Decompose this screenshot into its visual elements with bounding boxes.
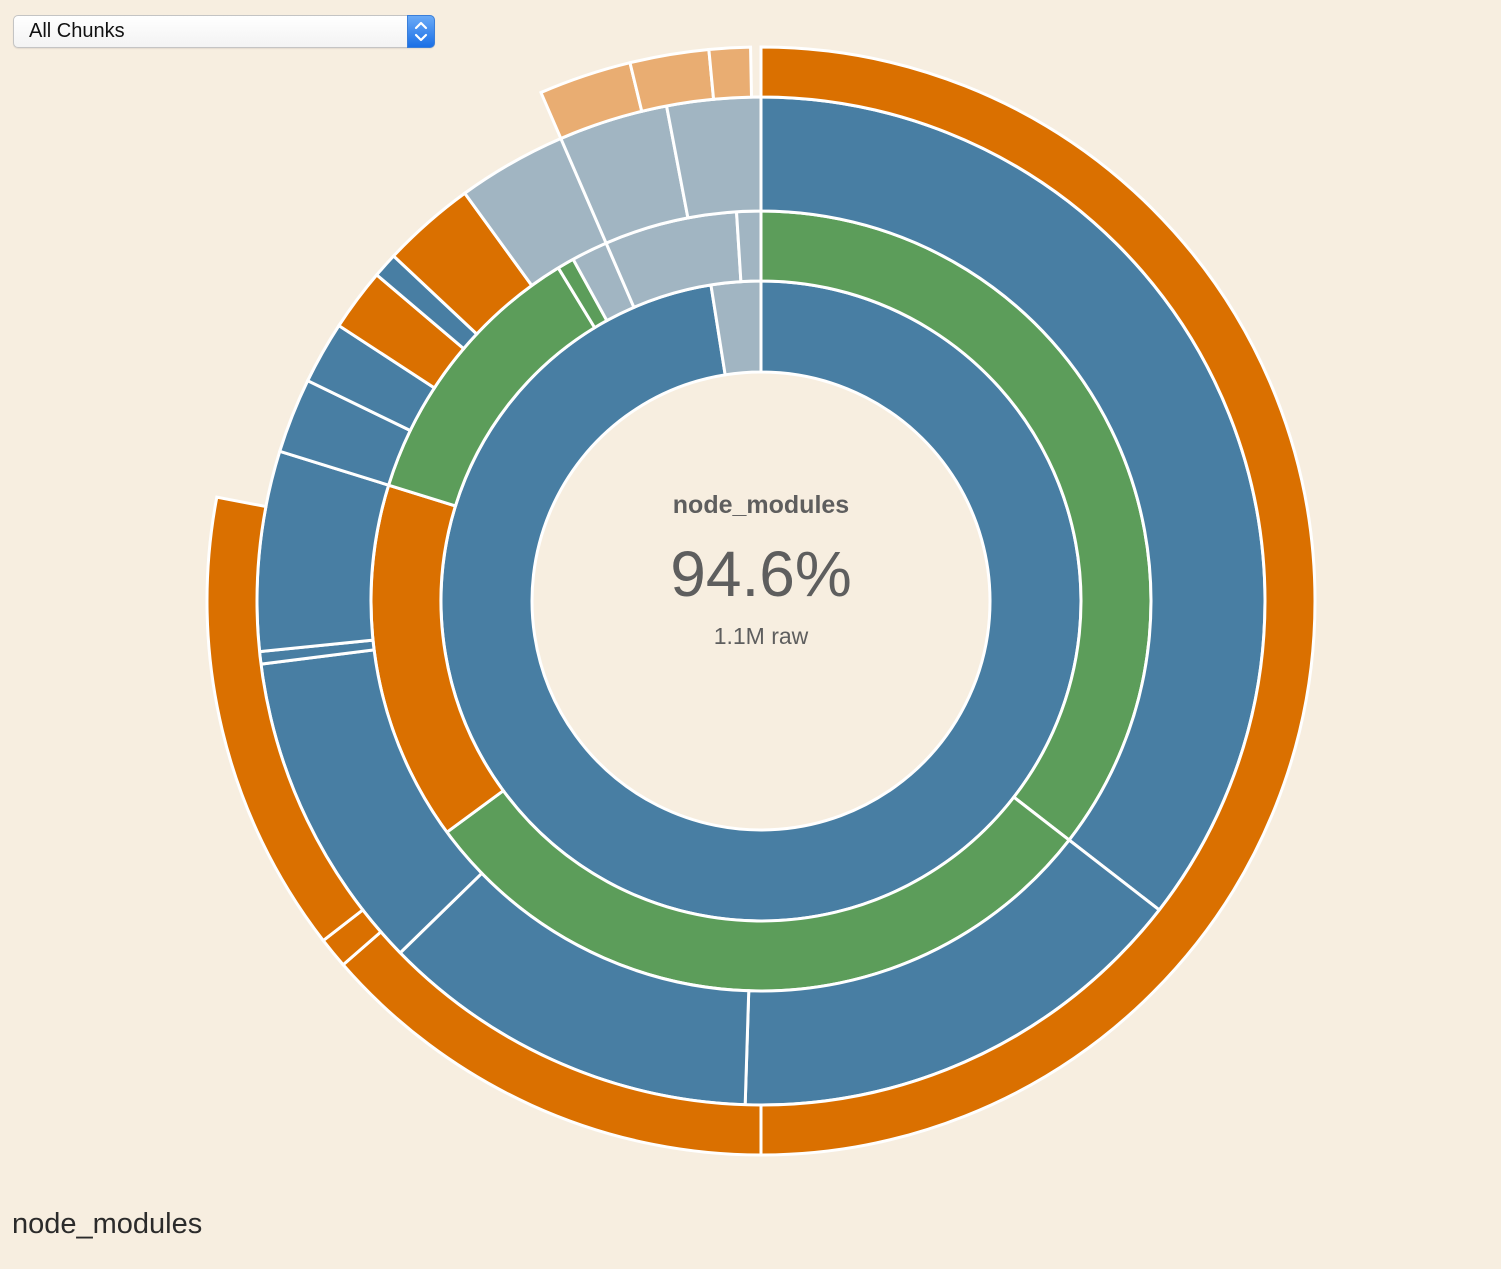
sunburst-segment-depth3-5[interactable] [255, 449, 391, 654]
sunburst-segment-depth4-0[interactable] [759, 45, 1317, 1157]
sunburst-segment-depth4-3[interactable] [205, 495, 365, 943]
selected-module-size: 1.1M raw [713, 623, 809, 649]
chunk-select-value: All Chunks [29, 20, 125, 42]
selected-module-percent: 94.6% [670, 538, 852, 610]
sunburst-segment-depth4-6[interactable] [707, 45, 754, 101]
breadcrumb: node_modules [12, 1208, 203, 1240]
sunburst-segment-depth2-7[interactable] [734, 209, 763, 284]
chunk-select-dropdown[interactable]: All Chunks [13, 15, 435, 48]
up-down-arrows-icon[interactable] [407, 15, 435, 48]
center-info: node_modules 94.6% 1.1M raw [561, 490, 961, 650]
sunburst-segment-depth4-5[interactable] [628, 47, 716, 114]
selected-module-name: node_modules [672, 491, 850, 519]
